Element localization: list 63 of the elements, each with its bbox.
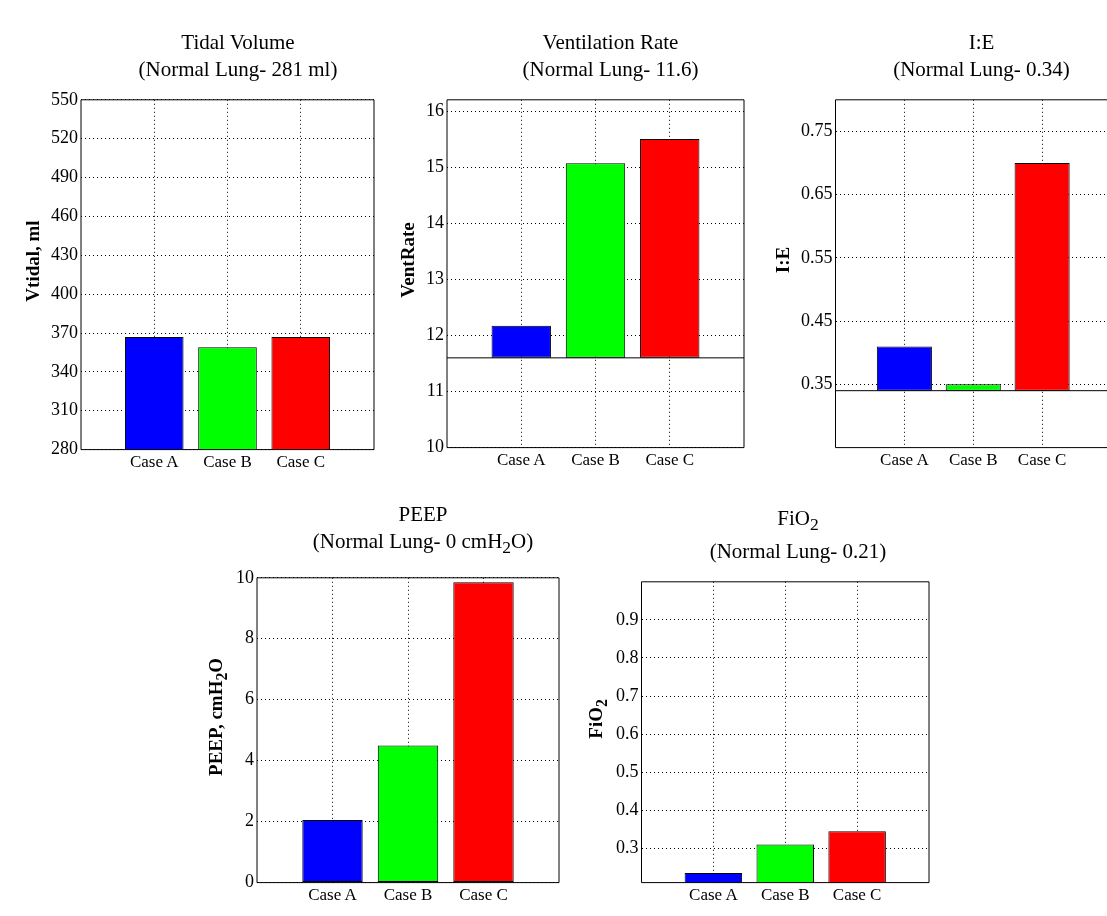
x-tick-label: Case A	[880, 450, 930, 470]
y-tick-label: 0.5	[616, 760, 639, 781]
y-tick-label: 400	[51, 282, 78, 303]
y-tick-label: 11	[426, 380, 444, 401]
x-tick-label: Case B	[948, 450, 998, 470]
y-tick-label: 0	[245, 871, 254, 892]
y-tick-label: 520	[51, 127, 78, 148]
y-tick-label: 15	[426, 155, 444, 176]
y-tick-label: 340	[51, 360, 78, 381]
chart-subtitle: (Normal Lung- 0.34)	[893, 56, 1070, 83]
chart-subtitle: (Normal Lung- 0.21)	[709, 538, 887, 565]
x-tick-label: Case B	[571, 450, 620, 470]
y-axis-title: Vtidal, ml	[22, 220, 44, 302]
y-tick-label: 0.65	[801, 183, 833, 204]
y-tick-label: 460	[51, 205, 78, 226]
y-tick-label: 280	[51, 438, 78, 459]
y-tick-label: 10	[236, 566, 254, 587]
y-tick-label: 430	[51, 244, 78, 264]
x-tick-label: Case A	[129, 452, 180, 472]
x-tick-label: Case B	[203, 452, 252, 472]
y-tick-label: 6	[245, 688, 254, 709]
y-tick-label: 310	[51, 399, 78, 420]
chart-title: I:E	[968, 29, 995, 56]
x-tick-label: Case C	[459, 885, 508, 905]
y-tick-label: 0.6	[616, 722, 639, 743]
y-tick-label: 0.3	[616, 837, 639, 858]
y-tick-label: 0.8	[616, 646, 639, 667]
y-tick-label: 0.7	[616, 684, 639, 705]
y-tick-label: 0.9	[616, 608, 639, 629]
y-tick-label: 10	[426, 436, 444, 457]
x-tick-label: Case A	[496, 450, 547, 470]
chart-subtitle: (Normal Lung- 11.6)	[522, 56, 699, 83]
y-tick-label: 8	[245, 627, 254, 648]
y-tick-label: 14	[426, 211, 444, 232]
y-tick-label: 0.45	[801, 309, 833, 330]
chart-title: Tidal Volume	[181, 29, 295, 56]
y-tick-label: 0.4	[616, 798, 639, 819]
y-axis-title: VentRate	[397, 222, 419, 298]
x-tick-label: Case C	[1017, 450, 1067, 470]
y-tick-label: 370	[51, 321, 78, 342]
y-tick-label: 2	[245, 810, 254, 831]
y-axis-title: I:E	[772, 246, 794, 274]
x-tick-label: Case A	[689, 885, 739, 905]
y-tick-label: 0.75	[801, 120, 833, 141]
x-tick-label: Case B	[760, 885, 810, 905]
x-tick-label: Case B	[383, 885, 433, 905]
chart-title: PEEP	[398, 500, 448, 528]
x-tick-label: Case C	[645, 450, 695, 470]
x-tick-label: Case C	[832, 885, 882, 905]
y-tick-label: 12	[426, 324, 444, 345]
chart-subtitle: (Normal Lung- 281 ml)	[138, 56, 338, 83]
chart-title: FiO$_{2}$	[777, 504, 819, 536]
y-tick-label: 0.55	[801, 246, 833, 267]
x-tick-label: Case A	[308, 885, 358, 905]
y-tick-label: 0.35	[801, 373, 833, 394]
y-tick-label: 4	[245, 749, 254, 770]
y-tick-label: 16	[426, 99, 444, 120]
y-tick-label: 550	[51, 88, 78, 109]
chart-title: Ventilation Rate	[542, 29, 679, 56]
y-tick-label: 13	[426, 268, 444, 289]
y-tick-label: 490	[51, 166, 78, 187]
x-tick-label: Case C	[276, 452, 326, 472]
chart-subtitle: (Normal Lung- 0 cmH$_{2}$O)	[312, 527, 534, 559]
